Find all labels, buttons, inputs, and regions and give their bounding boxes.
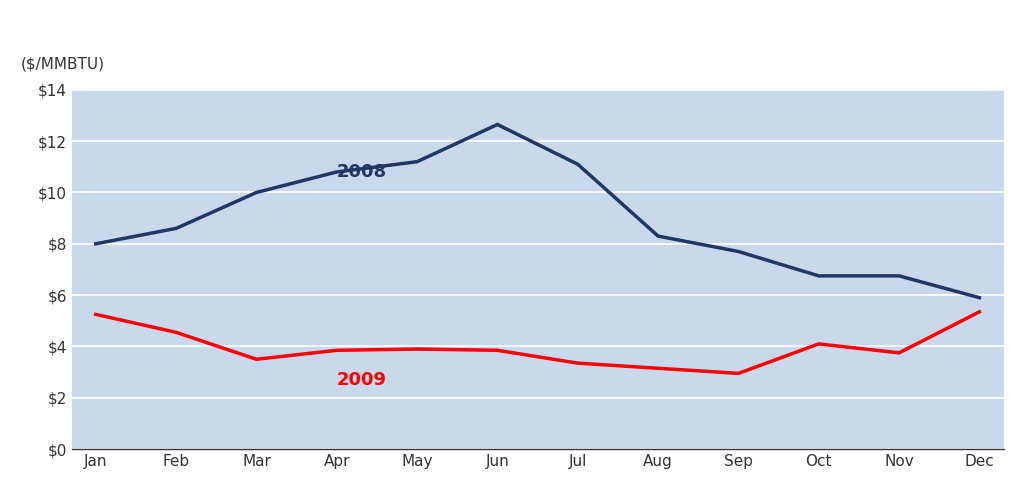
Text: 2009: 2009 [337,371,387,389]
Text: Exhibit 4:  Henry Hub Cash Prices: Exhibit 4: Henry Hub Cash Prices [12,25,407,46]
Text: 2008: 2008 [337,163,387,181]
Y-axis label: ($/MMBTU): ($/MMBTU) [20,57,104,72]
